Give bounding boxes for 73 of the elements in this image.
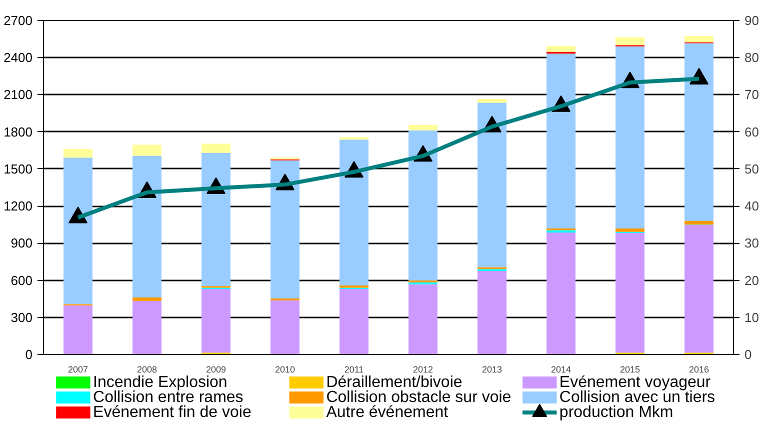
y-tick-label: 1200	[4, 198, 32, 214]
y2-tick-label: 80	[744, 50, 759, 66]
y2-tick-label: 50	[744, 161, 759, 176]
bar	[546, 232, 576, 354]
legend-label: Collision entre rames	[93, 389, 244, 406]
bar	[616, 232, 644, 353]
bar	[616, 46, 644, 228]
bar	[408, 284, 438, 354]
bar	[132, 156, 162, 298]
y2-tick-label: 60	[744, 124, 759, 140]
y2-tick-label: 40	[744, 198, 759, 214]
bar	[64, 149, 92, 158]
bar	[270, 300, 300, 354]
bar	[202, 288, 230, 353]
bar	[408, 124, 438, 130]
x-tick-label: 2009	[206, 364, 226, 374]
bar	[64, 305, 92, 354]
y2-tick-label: 10	[744, 310, 759, 325]
bar	[132, 297, 162, 301]
legend-label: production Mkm	[559, 404, 674, 421]
bar	[202, 152, 230, 286]
bar	[132, 300, 162, 354]
bar	[340, 288, 368, 354]
x-tick-label: 2007	[68, 364, 88, 374]
legend-label: Collision obstacle sur voie	[326, 389, 512, 406]
bar	[132, 144, 162, 156]
bar	[616, 37, 644, 46]
x-tick-label: 2014	[550, 364, 572, 374]
bar	[270, 160, 300, 298]
y-tick-label: 2100	[4, 87, 32, 102]
legend-label: Autre événement	[326, 404, 449, 421]
bar	[202, 144, 230, 153]
legend-label: Collision avec un tiers	[559, 389, 716, 406]
bar	[340, 137, 368, 140]
legend-label: Evénement fin de voie	[93, 404, 252, 421]
bar	[478, 102, 506, 268]
bar	[684, 224, 714, 353]
bar	[340, 285, 368, 288]
y-tick-label: 600	[10, 272, 33, 288]
y-tick-label: 2700	[4, 13, 32, 28]
y-tick-label: 1500	[4, 161, 32, 176]
bar	[616, 228, 644, 232]
y-tick-label: 900	[10, 236, 33, 251]
bar	[546, 230, 576, 233]
bar	[340, 140, 368, 286]
legend-label: Déraillement/bivoie	[326, 374, 462, 391]
y2-tick-label: 90	[744, 13, 759, 28]
x-tick-label: 2010	[274, 364, 296, 374]
bar	[408, 130, 438, 281]
x-tick-label: 2011	[344, 364, 364, 374]
x-tick-label: 2012	[412, 364, 434, 374]
legend-label: Incendie Explosion	[93, 374, 228, 391]
y2-tick-label: 0	[744, 347, 752, 362]
y-tick-label: 1800	[4, 124, 32, 140]
y-tick-label: 300	[10, 310, 33, 325]
bar	[684, 43, 714, 221]
x-tick-label: 2008	[136, 364, 158, 374]
y2-tick-label: 20	[744, 272, 759, 288]
bar	[478, 271, 506, 354]
x-tick-label: 2013	[482, 364, 502, 374]
bar	[684, 36, 714, 42]
bar	[64, 158, 92, 304]
y-tick-label: 0	[25, 347, 33, 362]
legend-label: Evénement voyageur	[559, 374, 712, 391]
y2-tick-label: 70	[744, 87, 759, 102]
bar	[478, 98, 506, 103]
bar	[546, 54, 576, 228]
bar	[684, 220, 714, 225]
y2-tick-label: 30	[744, 236, 759, 251]
x-tick-label: 2016	[688, 364, 710, 374]
y-tick-label: 2400	[4, 50, 32, 66]
x-tick-label: 2015	[620, 364, 640, 374]
bar	[546, 46, 576, 52]
